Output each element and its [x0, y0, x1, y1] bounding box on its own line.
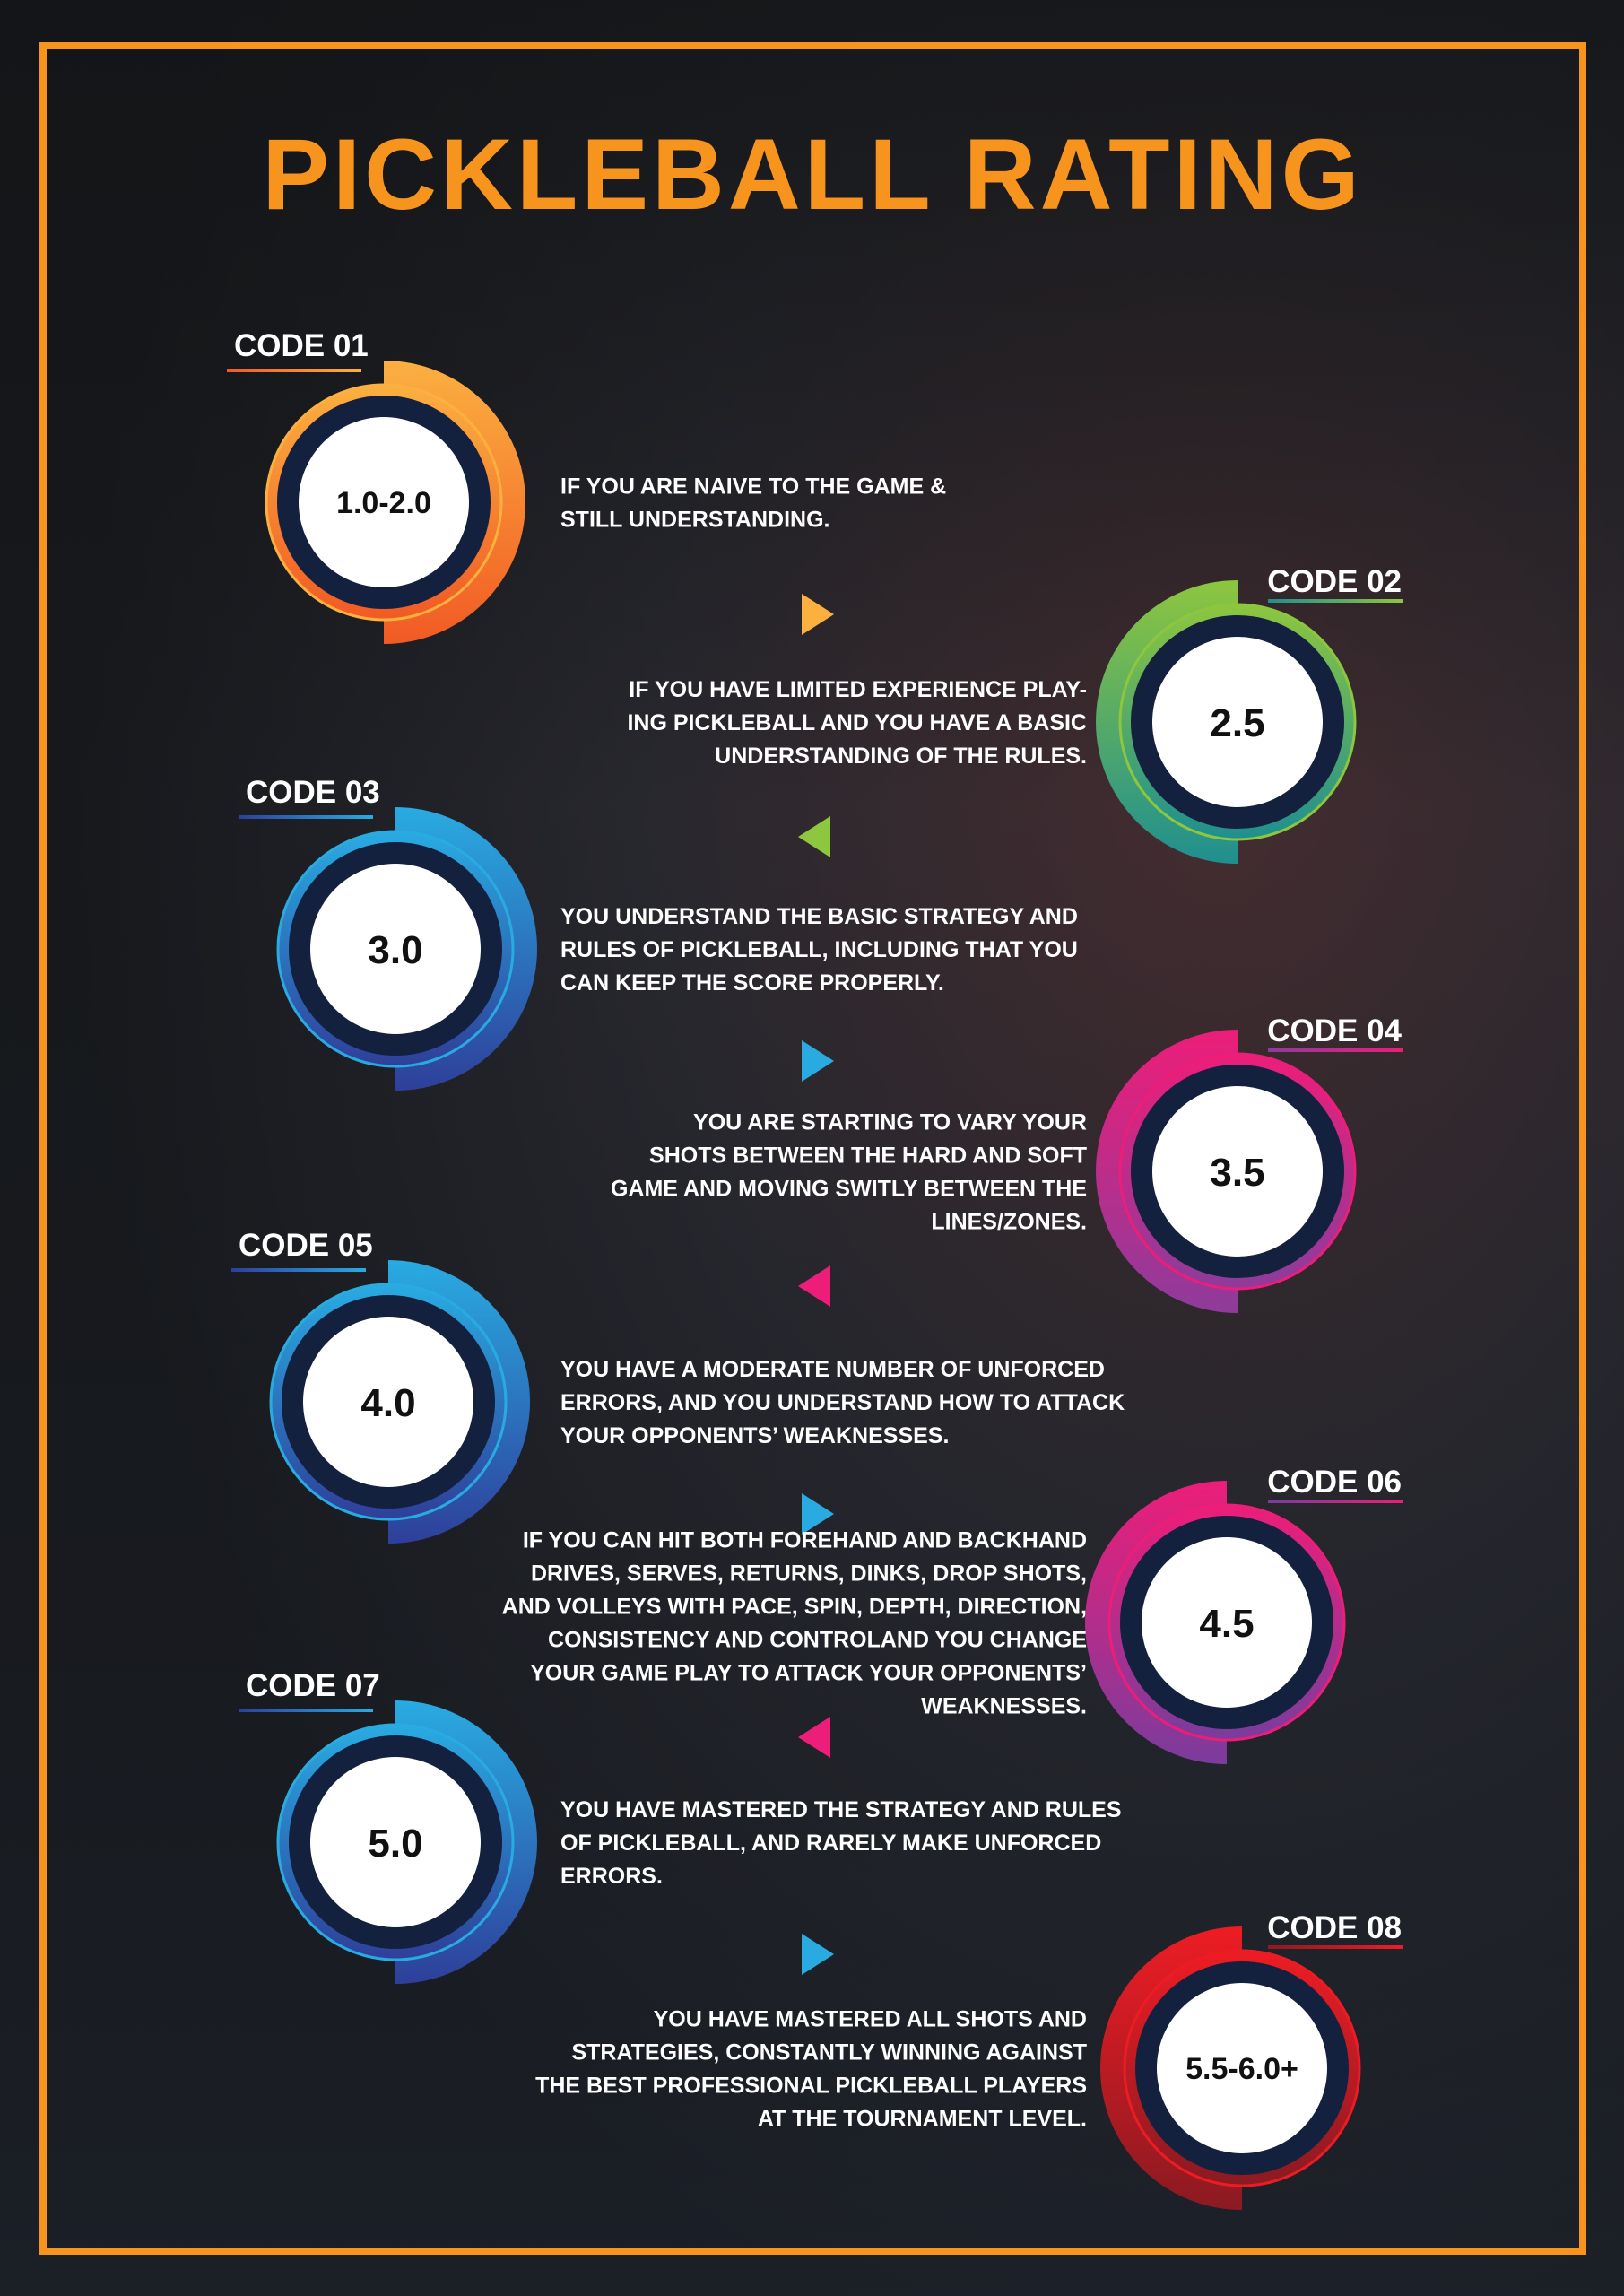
- code-underline: [239, 1709, 373, 1712]
- code-underline: [239, 815, 373, 819]
- rating-item: 3.0 CODE 03 YOU UNDERSTAND THE BASIC STRAT…: [239, 775, 1078, 1091]
- description-line: LINES/ZONES.: [931, 1210, 1087, 1235]
- rating-description: YOU HAVE MASTERED ALL SHOTS AND STRATEGIE…: [535, 2007, 1087, 2132]
- rating-value: 5.5-6.0+: [1185, 2052, 1298, 2086]
- description-line: AND VOLLEYS WITH PACE, SPIN, DEPTH, DIRE…: [502, 1595, 1087, 1620]
- orange-frame: [39, 42, 1586, 2255]
- page-title: PICKLEBALL RATING: [262, 118, 1362, 230]
- rating-description: IF YOU HAVE LIMITED EXPERIENCE PLAY- ING …: [627, 677, 1087, 769]
- description-line: YOUR GAME PLAY TO ATTACK YOUR OPPONENTS’: [530, 1661, 1087, 1686]
- rating-description: YOU HAVE MASTERED THE STRATEGY AND RULES…: [560, 1797, 1122, 1889]
- description-line: ERRORS, AND YOU UNDERSTAND HOW TO ATTACK: [560, 1390, 1125, 1415]
- rating-item: 5.5-6.0+ CODE 08 YOU HAVE MASTERED ALL SHO…: [370, 1910, 1403, 2210]
- code-label: CODE 01: [234, 328, 369, 363]
- rating-item: 1.0-2.0 CODE 01 IF YOU ARE NAIVE TO THE GA…: [227, 328, 1264, 644]
- arrowhead-icon: [798, 1265, 830, 1307]
- badge-center: [1157, 1983, 1327, 2153]
- description-line: CAN KEEP THE SCORE PROPERLY.: [560, 970, 944, 996]
- description-line: THE BEST PROFESSIONAL PICKLEBALL PLAYERS: [535, 2074, 1087, 2099]
- rating-description: IF YOU CAN HIT BOTH FOREHAND AND BACKHAN…: [502, 1528, 1087, 1719]
- code-label: CODE 08: [1267, 1910, 1402, 1945]
- description-line: YOU ARE STARTING TO VARY YOUR: [693, 1110, 1087, 1135]
- badge-center: [310, 864, 481, 1034]
- code-label: CODE 07: [246, 1668, 380, 1703]
- rating-value: 4.5: [1199, 1602, 1254, 1646]
- description-line: SHOTS BETWEEN THE HARD AND SOFT: [649, 1144, 1087, 1169]
- description-line: GAME AND MOVING SWITLY BETWEEN THE: [611, 1177, 1087, 1202]
- description-line: IF YOU ARE NAIVE TO THE GAME &: [560, 474, 946, 500]
- arrowhead-icon: [798, 1717, 830, 1758]
- description-line: YOU HAVE A MODERATE NUMBER OF UNFORCED: [560, 1357, 1105, 1382]
- description-line: YOUR OPPONENTS’ WEAKNESSES.: [560, 1423, 949, 1448]
- code-label: CODE 05: [239, 1228, 373, 1263]
- description-line: IF YOU CAN HIT BOTH FOREHAND AND BACKHAN…: [523, 1528, 1087, 1553]
- rating-value: 3.0: [368, 928, 422, 972]
- arrowhead-icon: [798, 816, 830, 857]
- badge-center: [1152, 1086, 1323, 1257]
- rating-value: 5.0: [368, 1822, 422, 1866]
- code-underline: [1268, 1048, 1403, 1052]
- rating-description: YOU UNDERSTAND THE BASIC STRATEGY AND RUL…: [560, 904, 1078, 996]
- description-line: STRATEGIES, CONSTANTLY WINNING AGAINST: [571, 2040, 1087, 2066]
- badge-center: [303, 1317, 473, 1487]
- rating-value: 2.5: [1210, 701, 1264, 745]
- description-line: YOU UNDERSTAND THE BASIC STRATEGY AND: [560, 904, 1078, 929]
- arrowhead-icon: [802, 1493, 834, 1535]
- arrowhead-icon: [802, 1040, 834, 1082]
- description-line: YOU HAVE MASTERED THE STRATEGY AND RULES: [560, 1797, 1122, 1822]
- description-line: STILL UNDERSTANDING.: [560, 508, 829, 533]
- description-line: YOU HAVE MASTERED ALL SHOTS AND: [654, 2007, 1087, 2032]
- rating-item: 2.5 CODE 02 IF YOU HAVE LIMITED EXPERIENCE…: [627, 564, 1403, 864]
- description-line: WEAKNESSES.: [921, 1694, 1087, 1719]
- rating-item: 4.0 CODE 05 YOU HAVE A MODERATE NUMBER OF …: [231, 1228, 1125, 1544]
- badge-center: [1152, 637, 1323, 807]
- description-line: CONSISTENCY AND CONTROLAND YOU CHANGE: [548, 1628, 1087, 1653]
- code-label: CODE 04: [1267, 1013, 1402, 1048]
- badge-center: [1142, 1537, 1312, 1708]
- code-underline: [227, 369, 361, 372]
- code-underline: [1268, 1500, 1403, 1503]
- rating-item: 4.5 CODE 06 IF YOU CAN HIT BOTH FOREHAND A…: [502, 1465, 1403, 1764]
- arrowhead-icon: [802, 1934, 834, 1975]
- description-line: RULES OF PICKLEBALL, INCLUDING THAT YOU: [560, 937, 1078, 962]
- code-underline: [1268, 599, 1403, 603]
- description-line: ERRORS.: [560, 1864, 663, 1889]
- rating-description: YOU HAVE A MODERATE NUMBER OF UNFORCED ER…: [560, 1357, 1125, 1448]
- code-label: CODE 03: [246, 775, 380, 810]
- code-label: CODE 02: [1267, 564, 1402, 599]
- description-line: UNDERSTANDING OF THE RULES.: [715, 744, 1087, 769]
- rating-item: 3.5 CODE 04 YOU ARE STARTING TO VARY YOUR S…: [611, 1013, 1403, 1313]
- rating-description: IF YOU ARE NAIVE TO THE GAME & STILL UNDE…: [560, 474, 946, 533]
- arrowhead-icon: [802, 594, 834, 635]
- rating-list: 1.0-2.0 CODE 01 IF YOU ARE NAIVE TO THE GA…: [227, 328, 1403, 2210]
- rating-value: 1.0-2.0: [336, 486, 431, 520]
- code-underline: [1268, 1945, 1403, 1949]
- description-line: DRIVES, SERVES, RETURNS, DINKS, DROP SHO…: [531, 1561, 1087, 1587]
- description-line: IF YOU HAVE LIMITED EXPERIENCE PLAY-: [629, 677, 1087, 702]
- code-underline: [231, 1268, 366, 1272]
- badge-center: [299, 417, 469, 587]
- description-line: OF PICKLEBALL, AND RARELY MAKE UNFORCED: [560, 1831, 1101, 1856]
- description-line: AT THE TOURNAMENT LEVEL.: [758, 2107, 1087, 2132]
- rating-value: 4.0: [360, 1381, 415, 1425]
- rating-description: YOU ARE STARTING TO VARY YOUR SHOTS BETWE…: [611, 1110, 1087, 1235]
- rating-item: 5.0 CODE 07 YOU HAVE MASTERED THE STRATEGY…: [239, 1668, 1122, 1984]
- rating-value: 3.5: [1210, 1151, 1264, 1195]
- code-label: CODE 06: [1267, 1465, 1402, 1500]
- description-line: ING PICKLEBALL AND YOU HAVE A BASIC: [627, 710, 1087, 735]
- badge-center: [310, 1757, 481, 1927]
